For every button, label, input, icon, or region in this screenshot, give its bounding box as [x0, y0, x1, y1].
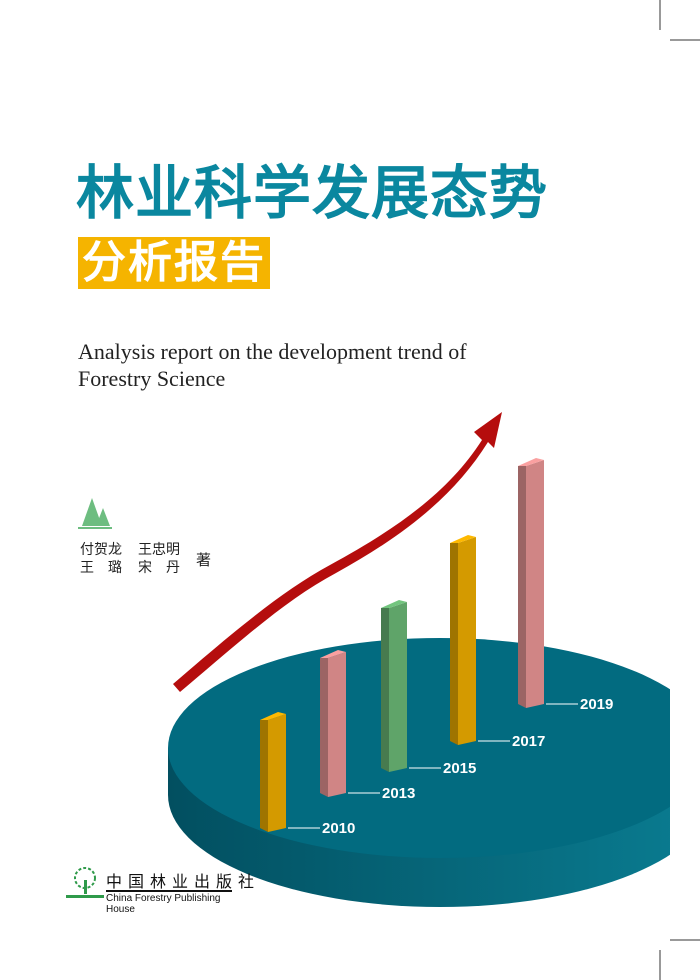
book-subtitle: 分析报告: [78, 237, 270, 289]
author-name: 王忠明: [138, 542, 180, 558]
bar-front: [389, 602, 407, 772]
bar-side: [320, 658, 328, 797]
english-title-line: Forestry Science: [78, 366, 226, 391]
author-name: 王 璐: [80, 560, 122, 576]
english-title-line: Analysis report on the development trend…: [78, 339, 467, 364]
bar-top: [518, 458, 544, 466]
bar-side: [260, 720, 268, 832]
book-title: 林业科学发展态势: [76, 159, 549, 227]
author-suffix: 著: [196, 551, 212, 569]
bar-top: [320, 650, 346, 658]
year-label: 2013: [382, 785, 415, 802]
trend-arrow: [173, 412, 502, 692]
publisher-name-en: China Forestry Publishing House: [106, 890, 232, 915]
bar-front: [328, 652, 346, 797]
trees-icon: [78, 498, 112, 529]
bar-front: [526, 460, 544, 708]
publisher-logo-icon: [66, 867, 104, 898]
author-list: 付贺龙 王忠明 王 璐宋 丹: [80, 541, 180, 577]
bar-side: [518, 466, 526, 708]
bar-side: [381, 608, 389, 772]
bar-top: [381, 600, 407, 608]
year-label: 2017: [512, 733, 545, 750]
author-name: 宋 丹: [138, 560, 180, 576]
disc-top: [168, 638, 670, 858]
publisher-name-zh: 中国林业出版社: [106, 872, 261, 891]
bar-front: [458, 537, 476, 745]
bar-side: [450, 543, 458, 745]
bar-top: [450, 535, 476, 543]
year-label: 2019: [580, 696, 613, 713]
bar-top: [260, 712, 286, 720]
year-label: 2015: [443, 760, 476, 777]
bar-front: [268, 714, 286, 832]
english-title: Analysis report on the development trend…: [78, 338, 467, 392]
author-name: 付贺龙: [80, 542, 122, 558]
year-label: 2010: [322, 820, 355, 837]
